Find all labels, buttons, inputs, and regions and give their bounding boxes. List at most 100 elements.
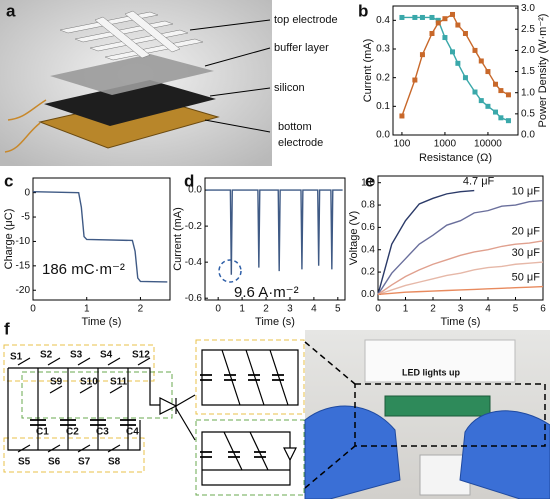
panel-f: f LED lights up	[3, 319, 550, 499]
switch-label: S5	[18, 457, 31, 468]
series-marker	[478, 98, 484, 104]
panel-a: a top electrode buffer layer silicon bot…	[0, 0, 338, 166]
zoom-lines	[304, 341, 356, 489]
series-marker	[455, 60, 461, 66]
series-marker	[450, 49, 456, 55]
series-line	[206, 189, 343, 275]
series-marker	[498, 115, 504, 121]
capacitor-label: C1	[36, 427, 49, 438]
series-line	[377, 285, 544, 296]
switch-label: S7	[78, 457, 91, 468]
x-tick-label: 3	[287, 304, 293, 315]
switch-label: S9	[50, 377, 63, 388]
x-tick-label: 2	[430, 304, 436, 315]
plot-frame	[32, 177, 171, 301]
series-marker	[442, 35, 448, 41]
y-tick-label: -0.2	[185, 221, 203, 232]
callout-lines	[189, 19, 271, 133]
x-tick-label: 100	[394, 139, 411, 150]
series-marker	[462, 75, 468, 81]
panel-label: a	[6, 1, 16, 20]
series-label: 4.7 μF	[463, 175, 495, 187]
capacitor-label: C4	[126, 427, 139, 438]
y-tick-label: 0.2	[376, 72, 390, 83]
series-label: 50 μF	[512, 272, 541, 284]
series-marker	[399, 113, 405, 119]
glove-right	[459, 410, 550, 499]
switch-label: S1	[10, 352, 23, 363]
y2-tick-label: 2.0	[521, 45, 535, 56]
series-marker	[485, 69, 491, 75]
dashed-box	[195, 339, 305, 415]
plot-frame	[392, 5, 519, 136]
x-tick-label: 3	[458, 304, 464, 315]
switch-label: S4	[100, 350, 113, 361]
series-line	[377, 199, 544, 295]
series-marker	[442, 16, 448, 22]
y-tick-label: 0.2	[361, 267, 375, 278]
y2-axis-label: Power Density (W·m⁻²)	[537, 14, 549, 128]
series-label: 20 μF	[512, 226, 541, 238]
silicon-layer	[44, 80, 216, 126]
x-axis-label: Time (s)	[441, 316, 481, 328]
series-marker	[429, 30, 435, 36]
y-tick-label: -15	[16, 260, 31, 271]
series-marker	[450, 11, 456, 17]
photo-caption: LED lights up	[402, 367, 460, 377]
breadboard	[364, 339, 516, 383]
x-tick-label: 0	[215, 304, 221, 315]
panel-label: e	[365, 171, 374, 190]
y-tick-label: 0.6	[361, 222, 375, 233]
series-label: 10 μF	[512, 185, 541, 197]
y-axis-label: Charge (μC)	[3, 209, 15, 270]
y-tick-label: 0.4	[361, 244, 375, 255]
series-marker	[472, 47, 478, 53]
x-tick-label: 2	[138, 304, 144, 315]
callout-label: silicon	[274, 82, 305, 94]
dashed-box	[195, 419, 305, 496]
series-line	[32, 190, 168, 283]
y-tick-label: 0.1	[376, 101, 390, 112]
glove-left	[304, 405, 401, 499]
x-tick-label: 10000	[474, 139, 502, 150]
circuit-wires	[7, 357, 178, 453]
series-marker	[505, 92, 511, 98]
series-marker	[485, 103, 491, 109]
panel-label: d	[184, 171, 194, 190]
x-tick-label: 1	[403, 304, 409, 315]
annotation: 9.6 A·m⁻²	[234, 284, 299, 301]
series-line	[401, 13, 509, 117]
y-tick-label: 0.0	[376, 130, 390, 141]
y-tick-label: 0	[24, 187, 30, 198]
y-axis-label: Current (mA)	[362, 39, 374, 103]
series-marker	[472, 89, 478, 95]
dashed-box	[3, 344, 155, 382]
wires	[4, 99, 47, 153]
series-marker	[498, 88, 504, 94]
callout-label: buffer layer	[274, 42, 329, 54]
series-marker	[462, 30, 468, 36]
series-marker	[412, 77, 418, 83]
switch-label: S12	[132, 350, 150, 361]
series-marker	[429, 14, 435, 20]
y2-tick-label: 1.5	[521, 66, 535, 77]
y-tick-label: 0.4	[376, 15, 390, 26]
switch-label: S2	[40, 350, 53, 361]
equivalent-circuits	[175, 349, 299, 486]
capacitor-label: C2	[66, 427, 79, 438]
switch-label: S8	[108, 457, 121, 468]
x-axis-label: Time (s)	[82, 316, 122, 328]
y-tick-label: -5	[21, 212, 30, 223]
buffer-layer	[50, 54, 214, 95]
y2-tick-label: 3.0	[521, 3, 535, 14]
switch-label: S6	[48, 457, 61, 468]
series-marker	[505, 118, 511, 124]
switch-label: S3	[70, 350, 83, 361]
x-axis-label: Resistance (Ω)	[419, 152, 492, 164]
x-tick-label: 5	[335, 304, 341, 315]
device-board	[384, 395, 491, 417]
capacitor-label: C3	[96, 427, 109, 438]
y-tick-label: 0.8	[361, 200, 375, 211]
series-line	[377, 240, 544, 295]
